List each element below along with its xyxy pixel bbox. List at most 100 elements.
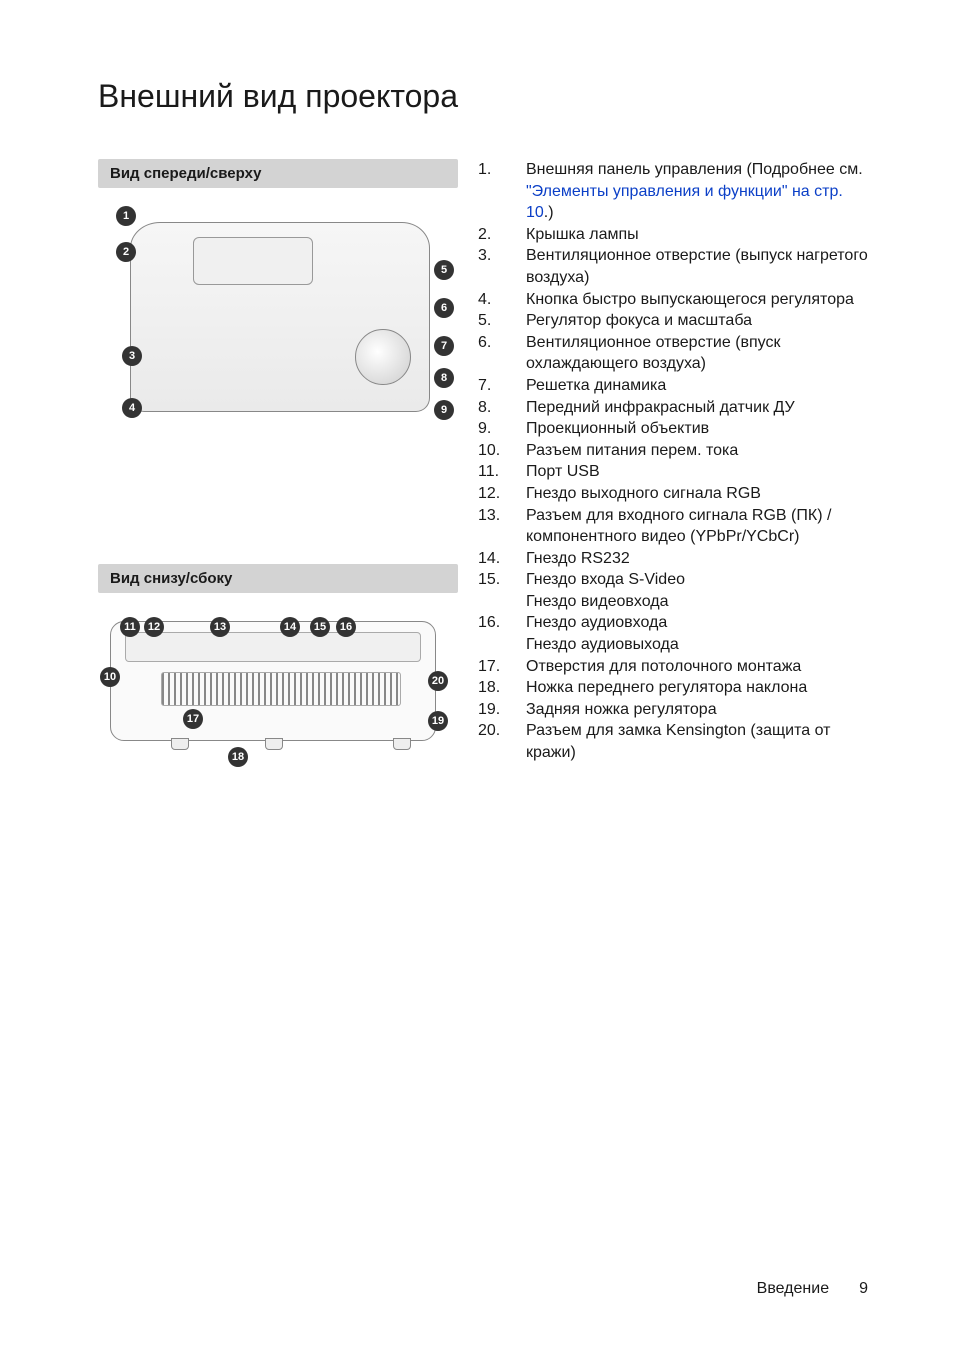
left-column: Вид спереди/сверху 123456789 Вид снизу/с… xyxy=(98,159,458,797)
legend-item-text: Гнездо выходного сигнала RGB xyxy=(526,483,868,505)
legend-item-text: Гнездо RS232 xyxy=(526,548,868,570)
legend-item-text: Ножка переднего регулятора наклона xyxy=(526,677,868,699)
legend-item: 17.Отверстия для потолочного монтажа xyxy=(478,656,868,678)
legend-item-text: Порт USB xyxy=(526,461,868,483)
legend-item-number: 10. xyxy=(478,440,526,462)
legend-item-number: 3. xyxy=(478,245,526,267)
callout-badge: 7 xyxy=(434,336,454,356)
diagram-bottom-side: 10 1112 13 14 15 16 17 18 19 20 xyxy=(98,599,458,779)
legend-item: 12.Гнездо выходного сигнала RGB xyxy=(478,483,868,505)
page-footer: Введение 9 xyxy=(757,1280,868,1298)
legend-item: 8.Передний инфракрасный датчик ДУ xyxy=(478,397,868,419)
legend-item-text: Разъем питания перем. тока xyxy=(526,440,868,462)
projector-grille-shape xyxy=(161,672,401,706)
legend-item: 6.Вентиляционное отверстие (впуск охлажд… xyxy=(478,332,868,375)
legend-item-number: 2. xyxy=(478,224,526,246)
legend-item-number: 11. xyxy=(478,461,526,483)
content-columns: Вид спереди/сверху 123456789 Вид снизу/с… xyxy=(98,159,868,797)
legend-item: 19.Задняя ножка регулятора xyxy=(478,699,868,721)
callout-badge: 4 xyxy=(122,398,142,418)
legend-item: 18.Ножка переднего регулятора наклона xyxy=(478,677,868,699)
label-front-top: Вид спереди/сверху xyxy=(98,159,458,188)
legend-item: 2.Крышка лампы xyxy=(478,224,868,246)
callout-badge: 14 xyxy=(280,617,300,637)
legend-item-number: 12. xyxy=(478,483,526,505)
legend-item-number: 7. xyxy=(478,375,526,397)
legend-item-number: 4. xyxy=(478,289,526,311)
callout-badge: 1 xyxy=(116,206,136,226)
legend-item-text: Отверстия для потолочного монтажа xyxy=(526,656,868,678)
callout-badge: 13 xyxy=(210,617,230,637)
legend-item-text: Вентиляционное отверстие (впуск охлаждаю… xyxy=(526,332,868,375)
legend-item-number: 20. xyxy=(478,720,526,742)
callout-badge: 6 xyxy=(434,298,454,318)
legend-item: 4.Кнопка быстро выпускающегося регулятор… xyxy=(478,289,868,311)
footer-page-number: 9 xyxy=(859,1280,868,1298)
right-column: 1.Внешняя панель управления (Подробнее с… xyxy=(478,159,868,764)
legend-item-text: Крышка лампы xyxy=(526,224,868,246)
legend-item: 20.Разъем для замка Kensington (защита о… xyxy=(478,720,868,763)
legend-item-number: 14. xyxy=(478,548,526,570)
callout-badge: 9 xyxy=(434,400,454,420)
legend-item-text: Передний инфракрасный датчик ДУ xyxy=(526,397,868,419)
callout-badge: 17 xyxy=(183,709,203,729)
legend-item-number: 13. xyxy=(478,505,526,527)
callout-badge: 5 xyxy=(434,260,454,280)
legend-item-text: Гнездо аудиовходаГнездо аудиовыхода xyxy=(526,612,868,655)
footer-section: Введение xyxy=(757,1280,829,1298)
page: Внешний вид проектора Вид спереди/сверху… xyxy=(0,0,954,1352)
legend-item: 5.Регулятор фокуса и масштаба xyxy=(478,310,868,332)
callout-badge: 10 xyxy=(100,667,120,687)
legend-item-text: Регулятор фокуса и масштаба xyxy=(526,310,868,332)
projector-foot-shape xyxy=(265,738,283,750)
legend-item-number: 16. xyxy=(478,612,526,634)
legend-item: 13.Разъем для входного сигнала RGB (ПК) … xyxy=(478,505,868,548)
legend-item-text: Разъем для замка Kensington (защита от к… xyxy=(526,720,868,763)
callout-badge: 12 xyxy=(144,617,164,637)
legend-item-text: Кнопка быстро выпускающегося регулятора xyxy=(526,289,868,311)
legend-cross-reference-link[interactable]: "Элементы управления и функции" на стр. … xyxy=(526,183,843,222)
legend-item-text: Гнездо входа S-VideoГнездо видеовхода xyxy=(526,569,868,612)
legend-item-number: 5. xyxy=(478,310,526,332)
label-bottom-side: Вид снизу/сбоку xyxy=(98,564,458,593)
callout-badge: 16 xyxy=(336,617,356,637)
projector-ports-row-shape xyxy=(125,632,421,662)
callout-badge: 18 xyxy=(228,747,248,767)
legend-item-text: Внешняя панель управления (Подробнее см.… xyxy=(526,159,868,224)
legend-item-number: 17. xyxy=(478,656,526,678)
legend-item-number: 19. xyxy=(478,699,526,721)
legend-item: 11.Порт USB xyxy=(478,461,868,483)
legend-item-number: 18. xyxy=(478,677,526,699)
legend-item-number: 6. xyxy=(478,332,526,354)
legend-item: 3.Вентиляционное отверстие (выпуск нагре… xyxy=(478,245,868,288)
legend-item: 7.Решетка динамика xyxy=(478,375,868,397)
callout-badge: 19 xyxy=(428,711,448,731)
legend-item-number: 15. xyxy=(478,569,526,591)
callout-badge: 11 xyxy=(120,617,140,637)
legend-item-number: 1. xyxy=(478,159,526,181)
legend-item-number: 8. xyxy=(478,397,526,419)
callout-badge: 2 xyxy=(116,242,136,262)
legend-item-text: Разъем для входного сигнала RGB (ПК) / к… xyxy=(526,505,868,548)
legend-item-text: Решетка динамика xyxy=(526,375,868,397)
callout-badge: 15 xyxy=(310,617,330,637)
projector-control-panel-shape xyxy=(193,237,313,285)
legend-item-number: 9. xyxy=(478,418,526,440)
legend-item: 1.Внешняя панель управления (Подробнее с… xyxy=(478,159,868,224)
projector-bottom-illustration xyxy=(110,621,436,741)
legend-item-text: Проекционный объектив xyxy=(526,418,868,440)
legend-item: 9.Проекционный объектив xyxy=(478,418,868,440)
legend-item-text: Вентиляционное отверстие (выпуск нагрето… xyxy=(526,245,868,288)
page-title: Внешний вид проектора xyxy=(98,78,868,115)
legend-item: 10.Разъем питания перем. тока xyxy=(478,440,868,462)
spacer xyxy=(98,454,458,564)
callout-badge: 20 xyxy=(428,671,448,691)
legend-item: 16.Гнездо аудиовходаГнездо аудиовыхода xyxy=(478,612,868,655)
projector-top-illustration xyxy=(130,222,430,412)
legend-item: 14.Гнездо RS232 xyxy=(478,548,868,570)
callout-badge: 8 xyxy=(434,368,454,388)
legend-item: 15.Гнездо входа S-VideoГнездо видеовхода xyxy=(478,569,868,612)
legend-list: 1.Внешняя панель управления (Подробнее с… xyxy=(478,159,868,764)
diagram-front-top: 1 2 3 4 5 6 7 8 9 xyxy=(98,198,458,436)
callout-badge: 3 xyxy=(122,346,142,366)
